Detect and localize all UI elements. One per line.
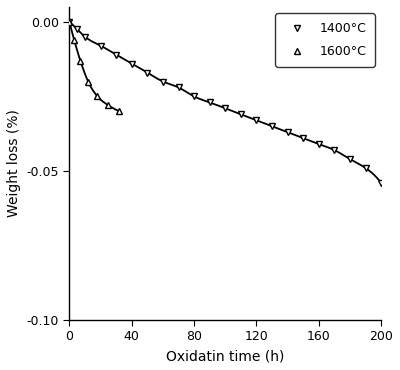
1400°C bbox=[67, 20, 72, 24]
1600°C bbox=[78, 58, 83, 63]
1400°C bbox=[316, 142, 321, 147]
1400°C bbox=[223, 106, 228, 111]
1400°C bbox=[176, 85, 181, 90]
1600°C bbox=[86, 79, 90, 84]
1400°C bbox=[83, 34, 88, 39]
Legend: 1400°C, 1600°C: 1400°C, 1600°C bbox=[276, 13, 375, 67]
X-axis label: Oxidatin time (h): Oxidatin time (h) bbox=[166, 349, 284, 363]
1400°C bbox=[207, 100, 212, 105]
1600°C bbox=[67, 20, 72, 24]
1400°C bbox=[129, 61, 134, 66]
1400°C bbox=[332, 148, 337, 152]
1600°C bbox=[72, 37, 76, 42]
1400°C bbox=[238, 112, 243, 117]
1600°C bbox=[117, 109, 122, 114]
1600°C bbox=[106, 103, 111, 108]
1400°C bbox=[301, 136, 306, 140]
1400°C bbox=[285, 130, 290, 134]
1400°C bbox=[348, 157, 352, 161]
1400°C bbox=[75, 27, 80, 31]
1400°C bbox=[98, 44, 103, 48]
Line: 1400°C: 1400°C bbox=[66, 18, 384, 186]
Y-axis label: Weight loss (%): Weight loss (%) bbox=[7, 110, 21, 218]
1400°C bbox=[192, 94, 196, 99]
1400°C bbox=[114, 53, 118, 57]
1400°C bbox=[270, 124, 274, 128]
1400°C bbox=[160, 79, 165, 84]
1400°C bbox=[145, 70, 150, 75]
1400°C bbox=[363, 166, 368, 170]
Line: 1600°C: 1600°C bbox=[66, 18, 123, 115]
1600°C bbox=[95, 94, 100, 99]
1400°C bbox=[254, 118, 259, 122]
1400°C bbox=[379, 181, 384, 185]
